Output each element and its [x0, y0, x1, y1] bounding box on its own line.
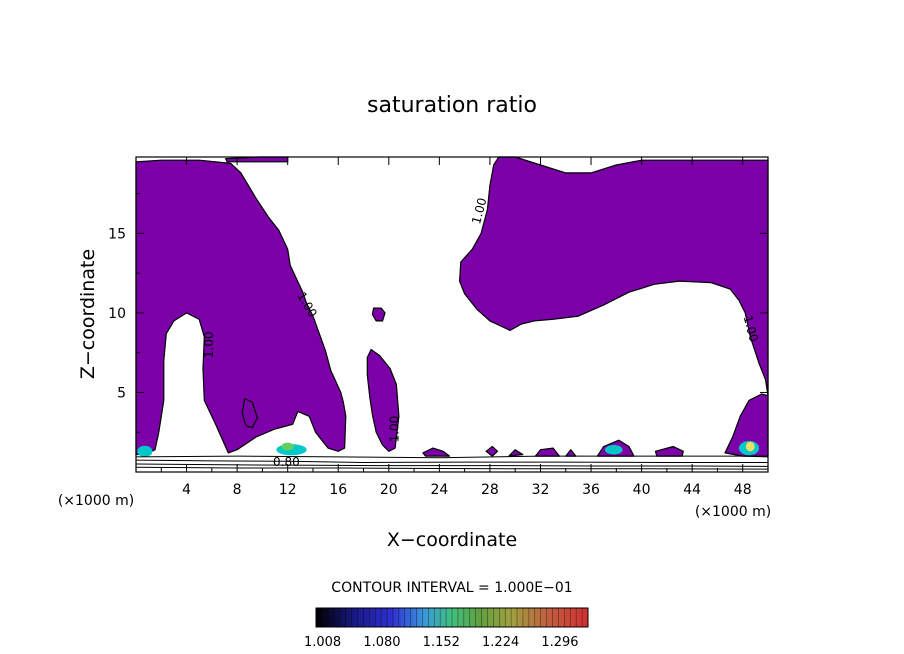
plot-contours — [135, 455, 769, 470]
x-tick-label: 36 — [582, 482, 600, 498]
contour-label: 1.00 — [469, 196, 489, 225]
surface-cell-x42 — [654, 445, 684, 457]
contour-label: 1.00 — [388, 416, 402, 443]
contour-label: 1.00 — [741, 314, 761, 343]
colorbar-tick-label: 1.296 — [541, 635, 578, 650]
y-axis-ticks: 5 10 15 — [108, 193, 768, 433]
contour-label: 1.00 — [202, 331, 216, 358]
right-surface-core — [745, 441, 755, 452]
center-top-supersaturated-region — [459, 156, 769, 397]
x-unit-right: (×1000 m) — [695, 504, 771, 520]
surface-contour-4 — [135, 466, 769, 470]
x-tick-label: 20 — [380, 482, 398, 498]
y-tick-label: 5 — [117, 385, 126, 401]
surface-cell-x32 — [534, 447, 561, 457]
colorbar-tick-label: 1.224 — [482, 635, 519, 650]
small-cell-z10 — [371, 307, 386, 322]
x38-surface-high — [604, 444, 623, 455]
y-tick-label: 10 — [108, 306, 126, 322]
y-tick-label: 15 — [108, 226, 126, 242]
x-tick-label: 48 — [734, 482, 752, 498]
colorbar-tick-label: 1.008 — [304, 635, 341, 650]
x-tick-label: 24 — [430, 482, 448, 498]
plot-frame — [135, 156, 769, 473]
y-axis-label: Z−coordinate — [77, 249, 99, 379]
surface-contour-2 — [135, 459, 768, 464]
x-tick-label: 16 — [329, 482, 347, 498]
colorbar-stripes — [321, 608, 583, 627]
surface-contour-1 — [135, 455, 769, 459]
center-column-supersaturated-region — [366, 348, 400, 452]
colorbar-tick-label: 1.080 — [363, 635, 400, 650]
x-tick-label: 40 — [633, 482, 651, 498]
x-tick-label: 12 — [279, 482, 297, 498]
surface-cell-x30 — [508, 449, 524, 457]
x-unit-left: (×1000 m) — [58, 493, 134, 509]
x-tick-label: 4 — [182, 482, 191, 498]
x-tick-label: 32 — [532, 482, 550, 498]
x-tick-label: 8 — [233, 482, 242, 498]
x-tick-label: 28 — [481, 482, 499, 498]
plot-regions — [135, 156, 769, 457]
chart-title: saturation ratio — [367, 93, 537, 118]
plot-highlights — [137, 440, 760, 457]
contour-label: 0.80 — [273, 455, 300, 469]
left-surface-high — [137, 445, 153, 457]
colorbar-tick-label: 1.152 — [423, 635, 460, 650]
surface-cell-x34 — [565, 449, 577, 457]
x-axis-label: X−coordinate — [387, 529, 517, 551]
contour-interval-text: CONTOUR INTERVAL = 1.000E−01 — [331, 580, 572, 596]
surface-cell-x28 — [485, 445, 499, 457]
center-left-surface-core — [281, 442, 294, 451]
x-axis-ticks: 4 8 12 16 20 24 28 32 36 40 44 48 — [160, 157, 752, 498]
surface-cell-x24 — [422, 447, 451, 457]
x-tick-label: 44 — [683, 482, 701, 498]
left-supersaturated-region — [135, 159, 347, 456]
top-strip-cell — [225, 156, 289, 163]
small-cell-x8 — [241, 398, 258, 429]
colorbar-tick-labels: 1.008 1.080 1.152 1.224 1.296 — [304, 635, 579, 650]
surface-contour-3 — [135, 463, 769, 467]
